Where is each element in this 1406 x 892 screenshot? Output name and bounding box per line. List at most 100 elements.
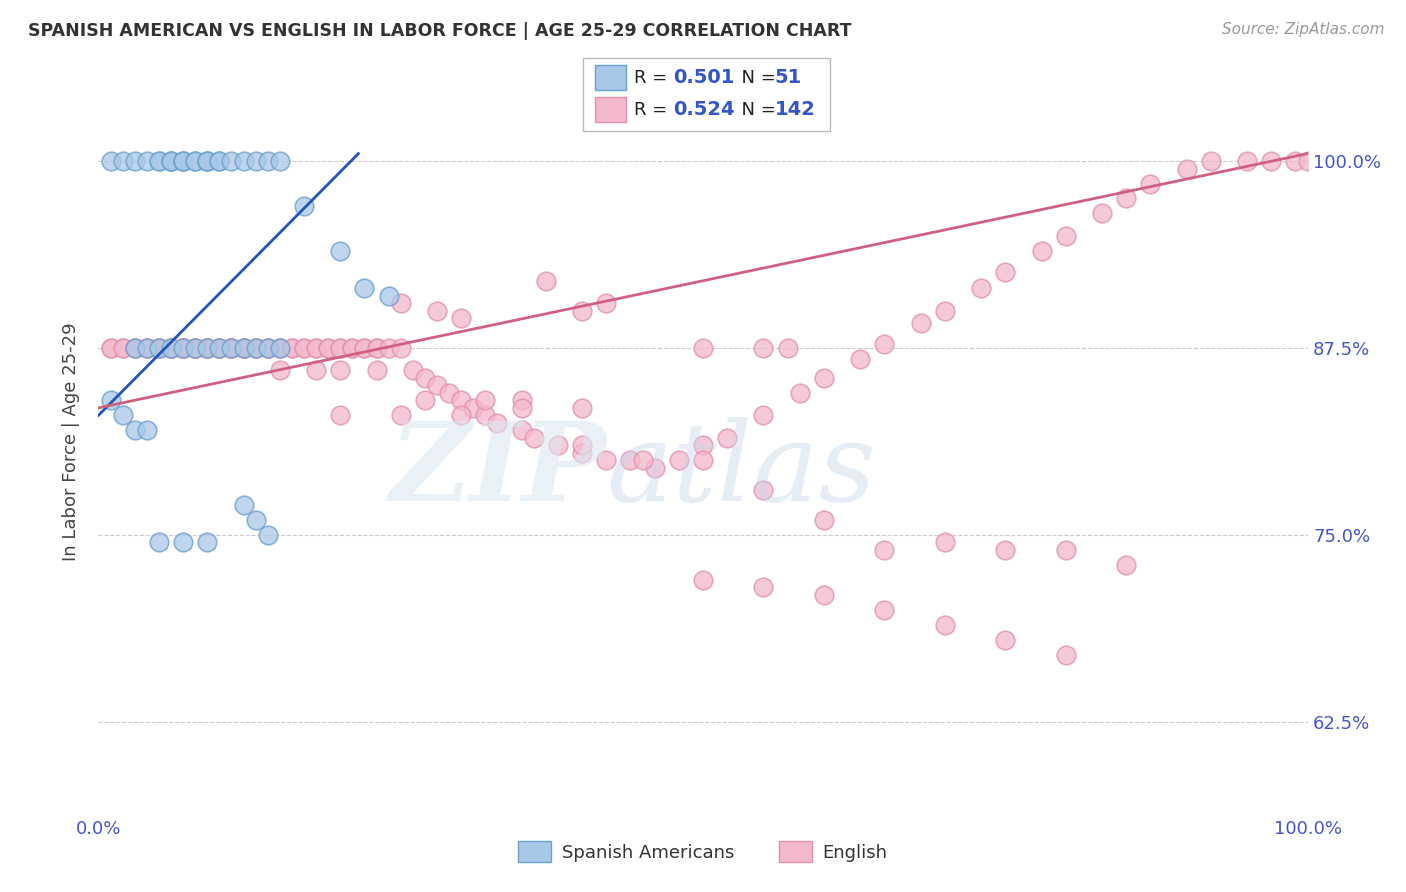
Point xyxy=(595,453,617,467)
Point xyxy=(1115,192,1137,206)
Point xyxy=(426,303,449,318)
Point xyxy=(172,154,194,169)
Point xyxy=(148,154,170,169)
Point xyxy=(195,535,218,549)
Point xyxy=(1115,558,1137,572)
Point xyxy=(316,341,339,355)
Point xyxy=(148,535,170,549)
Point xyxy=(305,341,328,355)
Point xyxy=(124,341,146,355)
Point xyxy=(256,341,278,355)
Point xyxy=(100,341,122,355)
Text: ZIP: ZIP xyxy=(389,417,606,524)
Point xyxy=(208,154,231,169)
Point xyxy=(692,453,714,467)
Point xyxy=(970,281,993,295)
Point xyxy=(160,341,183,355)
Point xyxy=(523,431,546,445)
Point xyxy=(256,528,278,542)
Point xyxy=(135,341,157,355)
Point xyxy=(329,341,352,355)
Point xyxy=(281,341,304,355)
Point xyxy=(148,341,170,355)
Point xyxy=(619,453,641,467)
Point xyxy=(184,341,207,355)
Point xyxy=(486,416,509,430)
Point xyxy=(160,341,183,355)
Point xyxy=(232,341,254,355)
Point xyxy=(1031,244,1053,258)
Point xyxy=(208,341,231,355)
Point xyxy=(752,580,775,594)
Point xyxy=(160,341,183,355)
Point xyxy=(195,154,218,169)
Point xyxy=(644,460,666,475)
Point xyxy=(208,341,231,355)
Point xyxy=(474,393,496,408)
Point xyxy=(547,438,569,452)
Point xyxy=(1139,177,1161,191)
Point xyxy=(208,154,231,169)
Point xyxy=(402,363,425,377)
Point xyxy=(269,363,291,377)
Text: SPANISH AMERICAN VS ENGLISH IN LABOR FORCE | AGE 25-29 CORRELATION CHART: SPANISH AMERICAN VS ENGLISH IN LABOR FOR… xyxy=(28,22,852,40)
Point xyxy=(232,341,254,355)
Point xyxy=(342,341,364,355)
Point xyxy=(184,154,207,169)
Point xyxy=(353,341,375,355)
Point xyxy=(124,341,146,355)
Point xyxy=(377,289,399,303)
Text: Source: ZipAtlas.com: Source: ZipAtlas.com xyxy=(1222,22,1385,37)
Point xyxy=(208,341,231,355)
Point xyxy=(413,371,436,385)
Point xyxy=(292,199,315,213)
Point xyxy=(184,341,207,355)
Point xyxy=(172,341,194,355)
Point xyxy=(281,341,304,355)
Point xyxy=(221,341,243,355)
Point xyxy=(366,363,388,377)
Point xyxy=(184,341,207,355)
Point xyxy=(195,341,218,355)
Point xyxy=(692,341,714,355)
Point xyxy=(510,393,533,408)
Point xyxy=(1054,228,1077,243)
Point xyxy=(776,341,799,355)
Point xyxy=(1296,154,1319,169)
Point xyxy=(934,303,956,318)
Point xyxy=(232,154,254,169)
Point xyxy=(124,423,146,437)
Point xyxy=(1284,154,1306,169)
Point xyxy=(221,341,243,355)
Point xyxy=(366,341,388,355)
Text: N =: N = xyxy=(730,69,782,87)
Point xyxy=(256,341,278,355)
Point xyxy=(160,154,183,169)
Point xyxy=(269,341,291,355)
Point xyxy=(631,453,654,467)
Text: 51: 51 xyxy=(775,68,801,87)
Point xyxy=(184,341,207,355)
Point xyxy=(910,316,932,330)
Point xyxy=(510,401,533,415)
Point xyxy=(389,409,412,423)
Point xyxy=(135,154,157,169)
Point xyxy=(450,409,472,423)
Point xyxy=(232,341,254,355)
Point xyxy=(366,341,388,355)
Point xyxy=(208,341,231,355)
Point xyxy=(413,393,436,408)
Point xyxy=(426,378,449,392)
Point xyxy=(813,588,835,602)
Point xyxy=(789,386,811,401)
Text: 142: 142 xyxy=(775,100,815,120)
Point xyxy=(256,341,278,355)
Point xyxy=(135,341,157,355)
Point xyxy=(353,281,375,295)
Point xyxy=(124,341,146,355)
Point xyxy=(160,154,183,169)
Point xyxy=(172,341,194,355)
Point xyxy=(813,513,835,527)
Point xyxy=(221,341,243,355)
Point xyxy=(221,154,243,169)
